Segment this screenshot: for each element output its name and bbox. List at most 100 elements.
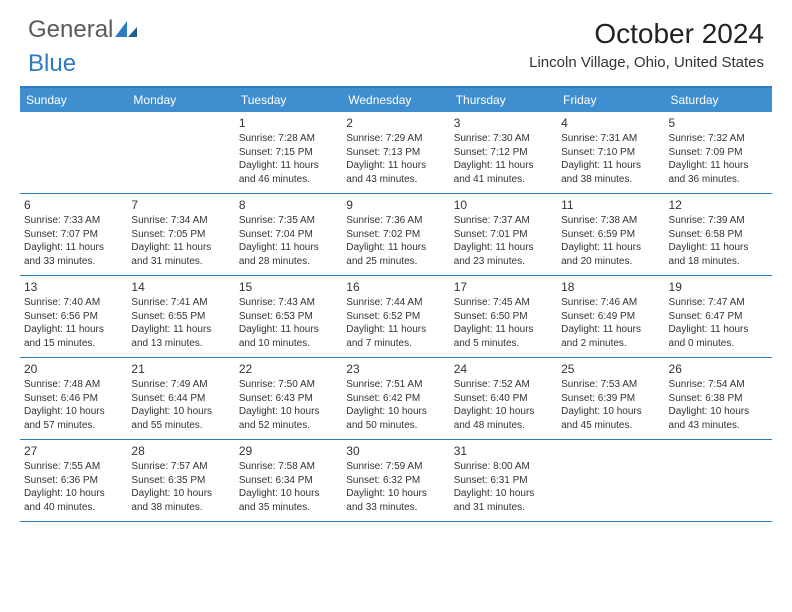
day-cell: 23Sunrise: 7:51 AMSunset: 6:42 PMDayligh… [342,358,449,439]
day-sunset: Sunset: 7:07 PM [24,228,123,242]
dow-cell: Saturday [665,88,772,112]
day-number: 12 [669,197,768,213]
day-cell: 19Sunrise: 7:47 AMSunset: 6:47 PMDayligh… [665,276,772,357]
day-cell: 3Sunrise: 7:30 AMSunset: 7:12 PMDaylight… [450,112,557,193]
day-daylight1: Daylight: 10 hours [239,487,338,501]
day-sunrise: Sunrise: 7:55 AM [24,460,123,474]
week-row: 13Sunrise: 7:40 AMSunset: 6:56 PMDayligh… [20,276,772,358]
day-sunset: Sunset: 6:43 PM [239,392,338,406]
day-sunset: Sunset: 6:38 PM [669,392,768,406]
day-cell: 13Sunrise: 7:40 AMSunset: 6:56 PMDayligh… [20,276,127,357]
day-number: 14 [131,279,230,295]
day-daylight1: Daylight: 11 hours [669,159,768,173]
day-cell: 9Sunrise: 7:36 AMSunset: 7:02 PMDaylight… [342,194,449,275]
day-daylight2: and 18 minutes. [669,255,768,269]
day-daylight2: and 43 minutes. [669,419,768,433]
day-number: 6 [24,197,123,213]
day-sunset: Sunset: 7:02 PM [346,228,445,242]
day-sunset: Sunset: 6:31 PM [454,474,553,488]
day-sunrise: Sunrise: 7:40 AM [24,296,123,310]
day-sunset: Sunset: 6:46 PM [24,392,123,406]
day-cell: 11Sunrise: 7:38 AMSunset: 6:59 PMDayligh… [557,194,664,275]
day-daylight2: and 25 minutes. [346,255,445,269]
day-daylight2: and 2 minutes. [561,337,660,351]
day-sunrise: Sunrise: 7:34 AM [131,214,230,228]
day-daylight2: and 38 minutes. [561,173,660,187]
day-number: 1 [239,115,338,131]
day-sunset: Sunset: 6:53 PM [239,310,338,324]
day-cell: 2Sunrise: 7:29 AMSunset: 7:13 PMDaylight… [342,112,449,193]
logo-text-blue: Blue [28,50,76,77]
day-number: 24 [454,361,553,377]
day-cell: 7Sunrise: 7:34 AMSunset: 7:05 PMDaylight… [127,194,234,275]
day-daylight2: and 20 minutes. [561,255,660,269]
day-cell: 26Sunrise: 7:54 AMSunset: 6:38 PMDayligh… [665,358,772,439]
day-daylight2: and 33 minutes. [346,501,445,515]
day-number: 10 [454,197,553,213]
day-cell: 10Sunrise: 7:37 AMSunset: 7:01 PMDayligh… [450,194,557,275]
day-sunrise: Sunrise: 7:30 AM [454,132,553,146]
day-sunset: Sunset: 7:09 PM [669,146,768,160]
day-daylight1: Daylight: 11 hours [239,159,338,173]
day-sunrise: Sunrise: 7:37 AM [454,214,553,228]
day-daylight2: and 57 minutes. [24,419,123,433]
day-sunrise: Sunrise: 7:58 AM [239,460,338,474]
day-daylight1: Daylight: 11 hours [346,159,445,173]
day-daylight1: Daylight: 10 hours [669,405,768,419]
day-sunrise: Sunrise: 7:48 AM [24,378,123,392]
day-sunrise: Sunrise: 7:51 AM [346,378,445,392]
day-sunset: Sunset: 6:50 PM [454,310,553,324]
day-cell: 1Sunrise: 7:28 AMSunset: 7:15 PMDaylight… [235,112,342,193]
day-daylight2: and 5 minutes. [454,337,553,351]
day-daylight1: Daylight: 10 hours [239,405,338,419]
day-cell: 27Sunrise: 7:55 AMSunset: 6:36 PMDayligh… [20,440,127,521]
day-number: 21 [131,361,230,377]
day-sunrise: Sunrise: 7:49 AM [131,378,230,392]
day-daylight2: and 23 minutes. [454,255,553,269]
day-daylight2: and 50 minutes. [346,419,445,433]
day-sunset: Sunset: 6:52 PM [346,310,445,324]
logo-text-general: General [28,16,113,43]
day-daylight2: and 33 minutes. [24,255,123,269]
day-sunset: Sunset: 6:35 PM [131,474,230,488]
day-cell [557,440,664,521]
weeks-container: 1Sunrise: 7:28 AMSunset: 7:15 PMDaylight… [20,112,772,522]
day-sunrise: Sunrise: 7:36 AM [346,214,445,228]
day-sunrise: Sunrise: 7:59 AM [346,460,445,474]
day-number: 29 [239,443,338,459]
day-cell: 6Sunrise: 7:33 AMSunset: 7:07 PMDaylight… [20,194,127,275]
day-number: 23 [346,361,445,377]
day-daylight1: Daylight: 11 hours [346,323,445,337]
day-sunrise: Sunrise: 7:54 AM [669,378,768,392]
day-number: 11 [561,197,660,213]
day-sunset: Sunset: 6:59 PM [561,228,660,242]
day-daylight2: and 15 minutes. [24,337,123,351]
day-number: 9 [346,197,445,213]
day-daylight1: Daylight: 11 hours [454,159,553,173]
day-cell [665,440,772,521]
day-sunrise: Sunrise: 7:50 AM [239,378,338,392]
day-sunset: Sunset: 7:05 PM [131,228,230,242]
day-sunrise: Sunrise: 7:46 AM [561,296,660,310]
day-cell: 8Sunrise: 7:35 AMSunset: 7:04 PMDaylight… [235,194,342,275]
day-daylight1: Daylight: 10 hours [131,405,230,419]
day-number: 30 [346,443,445,459]
day-cell: 25Sunrise: 7:53 AMSunset: 6:39 PMDayligh… [557,358,664,439]
day-daylight2: and 38 minutes. [131,501,230,515]
day-daylight1: Daylight: 11 hours [561,159,660,173]
day-cell: 18Sunrise: 7:46 AMSunset: 6:49 PMDayligh… [557,276,664,357]
day-sunrise: Sunrise: 7:39 AM [669,214,768,228]
day-sunset: Sunset: 7:01 PM [454,228,553,242]
day-daylight1: Daylight: 11 hours [239,323,338,337]
day-cell: 4Sunrise: 7:31 AMSunset: 7:10 PMDaylight… [557,112,664,193]
day-cell [20,112,127,193]
day-cell: 20Sunrise: 7:48 AMSunset: 6:46 PMDayligh… [20,358,127,439]
day-cell: 31Sunrise: 8:00 AMSunset: 6:31 PMDayligh… [450,440,557,521]
day-daylight2: and 7 minutes. [346,337,445,351]
location-label: Lincoln Village, Ohio, United States [529,54,764,71]
day-daylight1: Daylight: 11 hours [561,323,660,337]
day-number: 22 [239,361,338,377]
day-sunset: Sunset: 6:40 PM [454,392,553,406]
days-of-week-row: SundayMondayTuesdayWednesdayThursdayFrid… [20,88,772,112]
day-sunset: Sunset: 6:44 PM [131,392,230,406]
